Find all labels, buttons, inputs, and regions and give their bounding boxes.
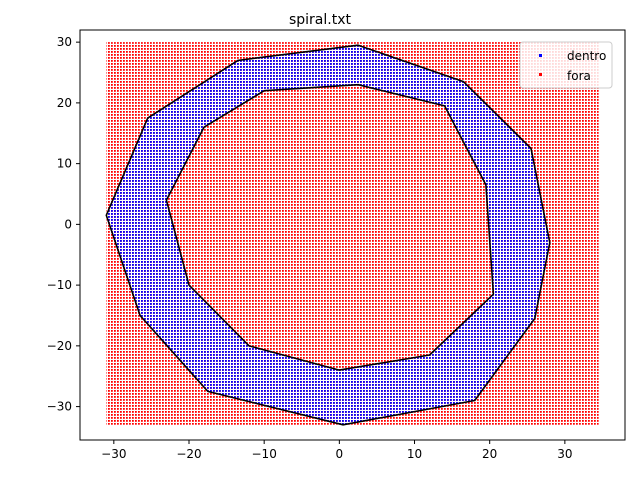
y-tick-label: −30 [47,400,72,414]
chart-title: spiral.txt [289,12,352,28]
y-tick-label: 30 [57,35,72,49]
x-tick-label: 20 [482,447,497,461]
legend-label-dentro: dentro [567,49,606,63]
y-tick-label: −20 [47,339,72,353]
x-tick-label: −30 [101,447,126,461]
x-tick-label: 10 [407,447,422,461]
legend-marker-dentro [539,54,542,57]
legend-frame [519,41,613,89]
plot-area [105,42,599,426]
x-tick-label: 30 [557,447,572,461]
y-tick-label: 0 [64,217,72,231]
x-tick-label: −20 [176,447,201,461]
x-tick-label: 0 [336,447,344,461]
y-tick-label: 20 [57,96,72,110]
y-tick-label: 10 [57,157,72,171]
series-dentro-points [106,45,550,425]
spiral-outline [105,44,551,426]
legend-label-fora: fora [567,69,591,83]
axes-frame [79,29,626,441]
x-tick-label: −10 [252,447,277,461]
legend: dentro fora [519,41,613,89]
y-axis: −30 −20 −10 0 10 20 30 [47,35,80,414]
legend-marker-fora [539,73,542,76]
y-tick-label: −10 [47,278,72,292]
x-axis: −30 −20 −10 0 10 20 30 [101,440,573,461]
